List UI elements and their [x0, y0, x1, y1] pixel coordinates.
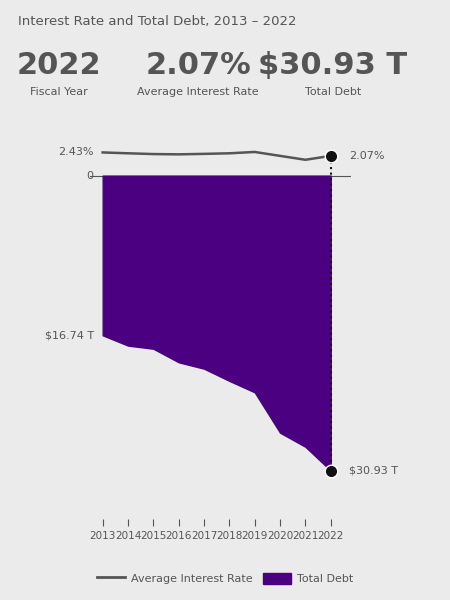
Text: 2.07%: 2.07% — [349, 151, 384, 161]
Text: $16.74 T: $16.74 T — [45, 330, 94, 340]
Text: Interest Rate and Total Debt, 2013 – 2022: Interest Rate and Total Debt, 2013 – 202… — [18, 15, 297, 28]
Text: 2.43%: 2.43% — [58, 148, 94, 157]
Text: 0: 0 — [87, 170, 94, 181]
Text: Average Interest Rate: Average Interest Rate — [137, 87, 259, 97]
Text: Total Debt: Total Debt — [305, 87, 361, 97]
Text: 2.07%: 2.07% — [145, 51, 251, 80]
Text: 2022: 2022 — [16, 51, 101, 80]
Text: Fiscal Year: Fiscal Year — [30, 87, 87, 97]
Text: $30.93 T: $30.93 T — [258, 51, 408, 80]
Text: $30.93 T: $30.93 T — [349, 466, 398, 476]
Legend: Average Interest Rate, Total Debt: Average Interest Rate, Total Debt — [93, 568, 357, 589]
